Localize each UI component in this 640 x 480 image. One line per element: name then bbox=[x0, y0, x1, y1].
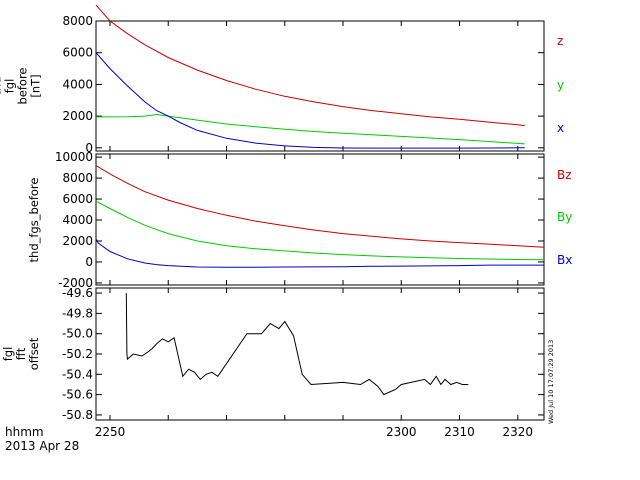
series-line-bz bbox=[95, 165, 545, 248]
legend-bz: Bz bbox=[557, 168, 572, 182]
panel-fft-offset-frame bbox=[95, 287, 545, 421]
y-tick-label: 10000 bbox=[55, 150, 93, 164]
panel-fgl-before-yticks: 0 2000 4000 6000 8000 bbox=[62, 14, 544, 155]
y-label-line: fgl bbox=[1, 347, 15, 362]
series-line-x bbox=[95, 52, 525, 149]
y-tick-label: -50.4 bbox=[62, 367, 93, 381]
y-label-line: [nT] bbox=[29, 74, 43, 97]
panel-fgs-before-frame bbox=[95, 153, 545, 286]
series-line-offset bbox=[125, 293, 469, 396]
panel-fgs-before-lines bbox=[95, 165, 545, 268]
panel-fgs-before-ylabel: thd_fgs_before bbox=[27, 178, 41, 263]
y-tick-label: -50.8 bbox=[62, 408, 93, 422]
panel-fft-offset: -50.8 -50.6 -50.4 -50.2 -50.0 -49.8 -49.6 fglf… bbox=[1, 286, 545, 453]
y-tick-label: 8000 bbox=[62, 171, 93, 185]
panel-fgl-before-ylabel: thdfglbefore[nT] bbox=[0, 67, 43, 104]
y-tick-label: 0 bbox=[85, 255, 93, 269]
x-axis-ticks: 2250 2300 2310 2320 bbox=[95, 425, 533, 439]
timestamp-stamp: Wed Jul 10 17:07:29 2013 bbox=[547, 340, 555, 424]
y-label-line: before bbox=[16, 67, 30, 104]
panel-fgl-before-lines bbox=[95, 4, 525, 149]
series-line-by bbox=[95, 200, 545, 261]
y-label-line: thd bbox=[0, 76, 4, 95]
x-tick-label: 2250 bbox=[95, 425, 126, 439]
panel-fft-offset-yticks: -50.8 -50.6 -50.4 -50.2 -50.0 -49.8 -49.6 bbox=[62, 286, 544, 422]
y-tick-label: -50.0 bbox=[62, 327, 93, 341]
panel-fgs-before: -2000 0 2000 4000 6000 8000 10000 thd_fgs_befo… bbox=[27, 150, 572, 290]
y-label-line: fgl bbox=[3, 79, 17, 94]
x-tick-label: 2300 bbox=[386, 425, 417, 439]
y-tick-label: -50.2 bbox=[62, 347, 93, 361]
y-tick-label: -49.8 bbox=[62, 306, 93, 320]
x-axis-label-line1: hhmm bbox=[5, 425, 44, 439]
y-label-line: fft bbox=[14, 347, 28, 360]
y-tick-label: 6000 bbox=[62, 46, 93, 60]
legend-bx: Bx bbox=[557, 253, 572, 267]
legend-x: x bbox=[557, 121, 564, 135]
y-label-line: thd_fgs_before bbox=[27, 178, 41, 263]
x-axis-label-line2: 2013 Apr 28 bbox=[5, 439, 79, 453]
series-line-z bbox=[95, 4, 525, 127]
x-tick-label: 2320 bbox=[503, 425, 534, 439]
y-tick-label: 4000 bbox=[62, 213, 93, 227]
y-tick-label: 0 bbox=[85, 141, 93, 155]
panel-fgl-before-frame bbox=[95, 20, 545, 152]
y-tick-label: 4000 bbox=[62, 77, 93, 91]
y-tick-label: 6000 bbox=[62, 192, 93, 206]
legend-by: By bbox=[557, 210, 572, 224]
panel-fgs-before-yticks: -2000 0 2000 4000 6000 8000 10000 bbox=[55, 150, 544, 290]
legend-y: y bbox=[557, 78, 564, 92]
y-tick-label: -49.6 bbox=[62, 286, 93, 300]
x-tick-label: 2310 bbox=[444, 425, 475, 439]
y-tick-label: 2000 bbox=[62, 109, 93, 123]
y-tick-label: -50.6 bbox=[62, 388, 93, 402]
panel-fft-offset-lines bbox=[125, 293, 469, 396]
y-tick-label: -2000 bbox=[58, 276, 93, 290]
panel-fft-offset-ylabel: fglfftoffset bbox=[1, 337, 41, 370]
series-line-y bbox=[96, 113, 525, 145]
y-tick-label: 8000 bbox=[62, 14, 93, 28]
y-tick-label: 2000 bbox=[62, 234, 93, 248]
series-line-bx bbox=[95, 238, 544, 268]
legend-z: z bbox=[557, 34, 563, 48]
panel-fgl-before: 0 2000 4000 6000 8000 thdfglbefore[nT] z y x bbox=[0, 4, 564, 155]
y-label-line: offset bbox=[27, 337, 41, 370]
